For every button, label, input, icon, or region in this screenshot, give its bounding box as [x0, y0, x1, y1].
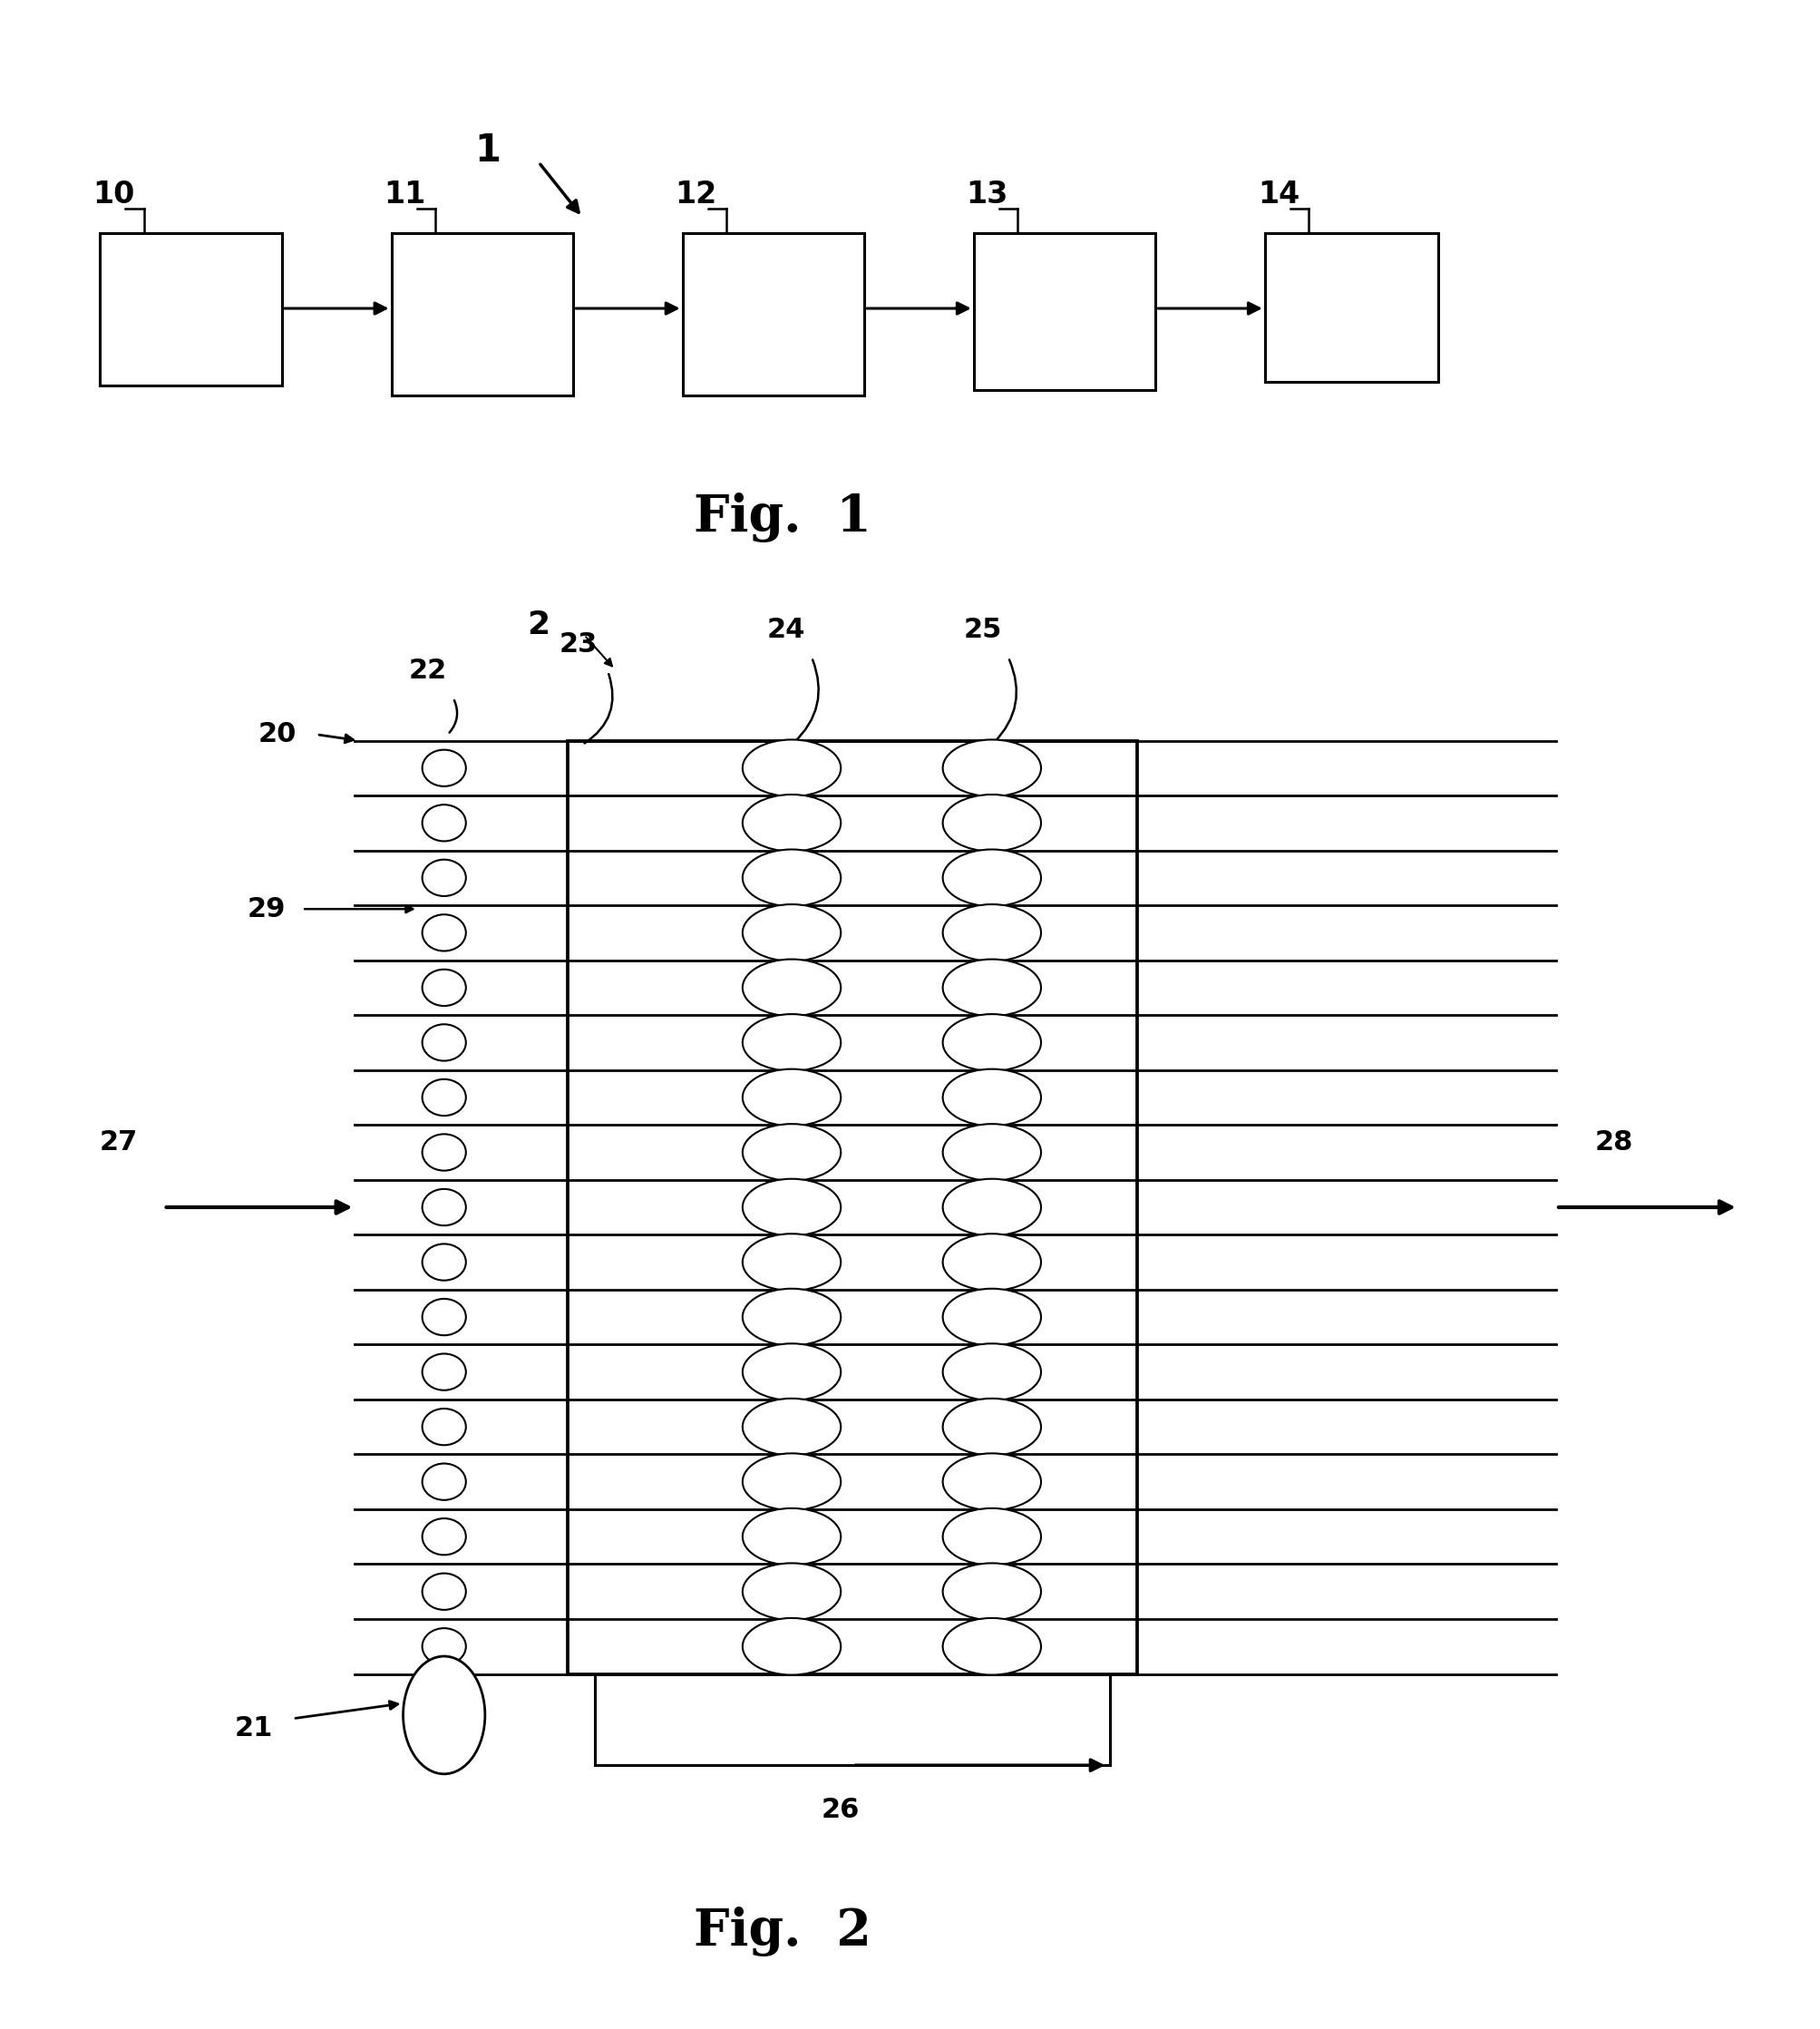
Text: 1: 1	[475, 132, 501, 168]
Text: 10: 10	[93, 181, 135, 209]
Ellipse shape	[422, 1463, 466, 1499]
Ellipse shape	[402, 1656, 484, 1773]
Bar	[391, 233, 573, 396]
Ellipse shape	[743, 1562, 841, 1619]
Text: 21: 21	[235, 1717, 273, 1741]
Ellipse shape	[743, 1014, 841, 1071]
Ellipse shape	[743, 1398, 841, 1455]
Ellipse shape	[943, 1124, 1041, 1181]
Ellipse shape	[422, 970, 466, 1006]
Text: Fig.  1: Fig. 1	[693, 493, 872, 542]
Ellipse shape	[422, 1079, 466, 1116]
Ellipse shape	[943, 905, 1041, 962]
Bar	[682, 233, 864, 396]
Ellipse shape	[943, 1508, 1041, 1564]
Ellipse shape	[422, 1353, 466, 1390]
Text: 12: 12	[675, 181, 717, 209]
Bar	[568, 741, 1138, 1674]
Text: 20: 20	[258, 722, 297, 747]
Ellipse shape	[943, 1343, 1041, 1400]
Ellipse shape	[422, 1572, 466, 1609]
Ellipse shape	[743, 1617, 841, 1674]
Ellipse shape	[743, 850, 841, 907]
Ellipse shape	[422, 1408, 466, 1445]
Ellipse shape	[422, 860, 466, 897]
Ellipse shape	[743, 1508, 841, 1564]
Ellipse shape	[943, 1617, 1041, 1674]
Bar	[974, 233, 1156, 390]
Text: 2: 2	[528, 609, 550, 641]
Ellipse shape	[943, 1562, 1041, 1619]
Ellipse shape	[743, 1124, 841, 1181]
Text: 13: 13	[966, 181, 1008, 209]
Text: 26: 26	[821, 1798, 861, 1822]
Ellipse shape	[743, 741, 841, 797]
Text: 25: 25	[963, 617, 1003, 643]
Ellipse shape	[943, 1014, 1041, 1071]
Ellipse shape	[422, 806, 466, 842]
Ellipse shape	[422, 1244, 466, 1280]
Ellipse shape	[943, 1234, 1041, 1290]
Text: 28: 28	[1594, 1130, 1634, 1155]
Ellipse shape	[743, 1453, 841, 1510]
Ellipse shape	[743, 1179, 841, 1236]
Ellipse shape	[422, 1299, 466, 1335]
Text: 14: 14	[1258, 181, 1299, 209]
Ellipse shape	[943, 1069, 1041, 1126]
Ellipse shape	[743, 1288, 841, 1345]
Text: 29: 29	[248, 897, 286, 921]
Text: 23: 23	[559, 631, 599, 657]
Ellipse shape	[422, 751, 466, 787]
Ellipse shape	[743, 795, 841, 852]
Bar	[1265, 233, 1438, 381]
Ellipse shape	[422, 1518, 466, 1554]
Ellipse shape	[422, 1189, 466, 1226]
Bar	[100, 233, 282, 386]
Ellipse shape	[943, 960, 1041, 1017]
Ellipse shape	[743, 905, 841, 962]
Text: Fig.  2: Fig. 2	[693, 1907, 872, 1956]
Text: 24: 24	[766, 617, 806, 643]
Ellipse shape	[943, 1398, 1041, 1455]
Ellipse shape	[743, 960, 841, 1017]
Ellipse shape	[943, 1453, 1041, 1510]
Text: 11: 11	[384, 181, 426, 209]
Ellipse shape	[422, 915, 466, 952]
Text: 22: 22	[408, 657, 448, 684]
Text: 27: 27	[98, 1130, 138, 1155]
Ellipse shape	[743, 1343, 841, 1400]
Ellipse shape	[943, 795, 1041, 852]
Ellipse shape	[422, 1627, 466, 1664]
Ellipse shape	[743, 1234, 841, 1290]
Ellipse shape	[943, 850, 1041, 907]
Ellipse shape	[422, 1134, 466, 1171]
Ellipse shape	[743, 1069, 841, 1126]
Ellipse shape	[422, 1025, 466, 1061]
Ellipse shape	[943, 1288, 1041, 1345]
Ellipse shape	[943, 741, 1041, 797]
Ellipse shape	[943, 1179, 1041, 1236]
